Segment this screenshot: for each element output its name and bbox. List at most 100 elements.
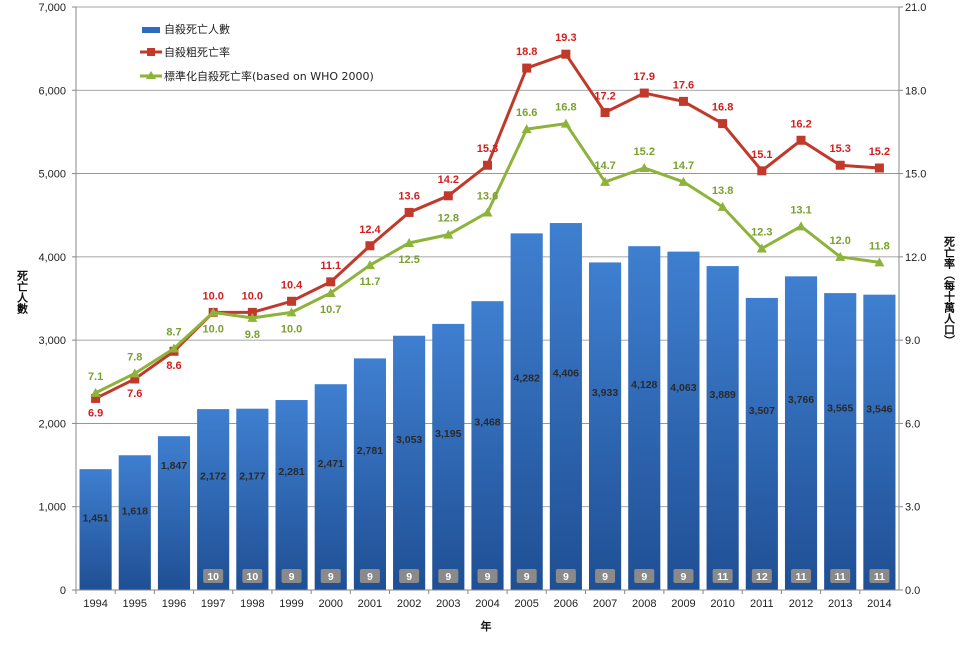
y2-tick-label: 12.0 (905, 252, 926, 264)
bar-2002 (393, 335, 426, 590)
rank-badge (320, 569, 341, 583)
x-tick-label: 1995 (123, 598, 147, 610)
bar-value-label: 3,565 (827, 403, 853, 415)
crude-rate-point (639, 88, 649, 98)
x-tick-label: 1998 (240, 598, 264, 610)
rank-badge-label: 11 (874, 571, 885, 583)
rank-badge (516, 569, 537, 583)
crude-rate-label: 17.2 (594, 90, 615, 102)
rank-badge-label: 9 (445, 571, 451, 583)
bar-2011 (745, 297, 778, 590)
rank-badge (830, 569, 851, 583)
bar-1999 (275, 400, 308, 590)
x-tick-label: 2014 (867, 598, 891, 610)
bar-value-label: 1,451 (82, 513, 108, 525)
rank-badge (281, 569, 302, 583)
y2-tick-label: 9.0 (905, 335, 920, 347)
standardized-rate-label: 13.8 (712, 185, 733, 197)
bar-value-label: 3,053 (396, 434, 422, 446)
standardized-rate-point (600, 176, 611, 186)
standardized-rate-label: 14.7 (673, 160, 694, 172)
rank-badge-label: 9 (328, 571, 334, 583)
crude-rate-point (365, 241, 375, 251)
rank-badge (595, 569, 616, 583)
bar-value-label: 4,128 (631, 379, 657, 391)
bars (79, 223, 896, 590)
standardized-rate-label: 7.1 (88, 371, 103, 383)
legend-marker-crude (147, 48, 155, 56)
crude-rate-point (835, 160, 845, 170)
legend: 自殺死亡人數 自殺粗死亡率 標準化自殺死亡率(based on WHO 2000… (140, 22, 374, 83)
rank-badge (242, 569, 263, 583)
rank-badge-label: 12 (756, 571, 768, 583)
standardized-rate-point (560, 118, 571, 128)
rank-badge-label: 9 (563, 571, 569, 583)
bar-value-label: 2,281 (278, 466, 304, 478)
x-tick-label: 1994 (83, 598, 107, 610)
bar-2004 (471, 301, 504, 590)
bar-value-label: 2,172 (200, 471, 226, 483)
bar-2009 (667, 251, 700, 590)
x-tick-label: 2004 (475, 598, 499, 610)
x-tick-label: 2002 (397, 598, 421, 610)
standardized-rate-label: 13.6 (477, 190, 498, 202)
crude-rate-label: 16.8 (712, 102, 733, 114)
bar-2005 (510, 233, 543, 590)
x-tick-label: 2010 (710, 598, 734, 610)
rank-badge (791, 569, 812, 583)
standardized-rate-label: 16.6 (516, 107, 537, 119)
rank-badge (673, 569, 694, 583)
rank-badge (359, 569, 380, 583)
bar-2000 (314, 384, 347, 590)
bar-value-label: 3,889 (710, 389, 736, 401)
crude-rate-label: 10.0 (242, 290, 263, 302)
crude-rate-label: 7.6 (127, 388, 142, 400)
crude-rate-label: 15.2 (869, 146, 890, 158)
legend-label-crude: 自殺粗死亡率 (164, 45, 230, 59)
crude-rate-point (796, 135, 806, 145)
crude-rate-point (757, 166, 767, 176)
standardized-rate-point (835, 251, 846, 261)
rank-badge (555, 569, 576, 583)
crude-rate-label: 10.4 (281, 279, 303, 291)
crude-rate-point (718, 119, 728, 129)
crude-rate-point (600, 107, 610, 117)
crude-rate-label: 6.9 (88, 407, 103, 419)
crude-rate-point (522, 63, 532, 73)
bar-2010 (706, 266, 739, 590)
crude-rate-label: 15.1 (751, 149, 772, 161)
crude-rate-label: 19.3 (555, 32, 576, 44)
x-tick-label: 2011 (750, 598, 774, 610)
rank-badge (477, 569, 498, 583)
crude-rate-label: 10.0 (202, 290, 223, 302)
bar-value-label: 3,195 (435, 428, 461, 440)
bar-value-label: 2,177 (239, 470, 265, 482)
rank-badge (438, 569, 459, 583)
crude-rate-label: 17.6 (673, 79, 694, 91)
bar-1998 (236, 408, 269, 590)
y-axis-title: 死亡人數 (16, 270, 29, 315)
y-tick-label: 7,000 (38, 2, 66, 14)
standardized-rate-point (208, 307, 219, 317)
bar-value-label: 3,546 (866, 403, 892, 415)
standardized-rate-point (756, 243, 767, 253)
legend-marker-standardized (146, 71, 156, 79)
bar-value-label: 3,468 (474, 417, 500, 429)
standardized-rate-point (325, 287, 336, 297)
bar-2008 (628, 246, 661, 590)
standardized-rate-point (129, 368, 140, 378)
crude-rate-point (326, 277, 336, 287)
standardized-rate-point (482, 207, 493, 217)
crude-rate-label: 8.6 (166, 360, 181, 372)
rank-badge-label: 9 (406, 571, 412, 583)
standardized-rate-label: 11.8 (869, 240, 890, 252)
rank-badge-label: 9 (485, 571, 491, 583)
crude-rate-label: 11.1 (320, 260, 341, 272)
legend-label-deaths: 自殺死亡人數 (164, 22, 230, 36)
bar-1994 (79, 469, 112, 590)
x-tick-label: 2013 (828, 598, 852, 610)
crude-rate-point (247, 307, 257, 317)
standardized-rate-point (796, 221, 807, 231)
standardized-rate-point (678, 176, 689, 186)
